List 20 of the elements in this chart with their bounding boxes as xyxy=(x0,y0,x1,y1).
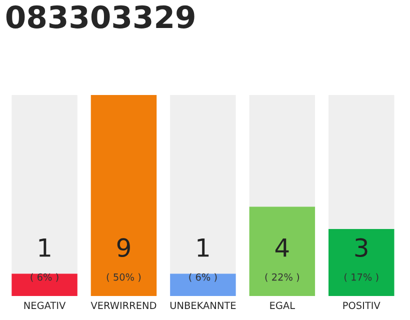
bar xyxy=(249,206,316,296)
chart-title: 083303329 xyxy=(6,5,194,28)
bar xyxy=(12,274,78,296)
x-tick-label: POSITIV xyxy=(343,302,380,310)
bar xyxy=(90,95,157,296)
bar xyxy=(12,95,78,274)
data-label: 1 ( 6% ) xyxy=(189,238,217,282)
bar xyxy=(328,229,394,296)
data-label: 3 ( 17% ) xyxy=(344,238,378,282)
data-label: 9 ( 50% ) xyxy=(106,238,141,282)
x-tick-label: NEGATIV xyxy=(24,302,66,310)
bar xyxy=(249,95,316,207)
x-tick-label: UNBEKANNTE xyxy=(170,302,236,310)
x-tick-label: EGAL xyxy=(270,302,295,310)
bar xyxy=(170,274,236,296)
bar xyxy=(170,95,236,274)
data-label: 4 ( 22% ) xyxy=(265,238,300,282)
x-tick-label: VERWIRREND xyxy=(90,302,156,309)
data-label: 1 ( 6% ) xyxy=(30,238,58,282)
bar xyxy=(328,95,394,230)
